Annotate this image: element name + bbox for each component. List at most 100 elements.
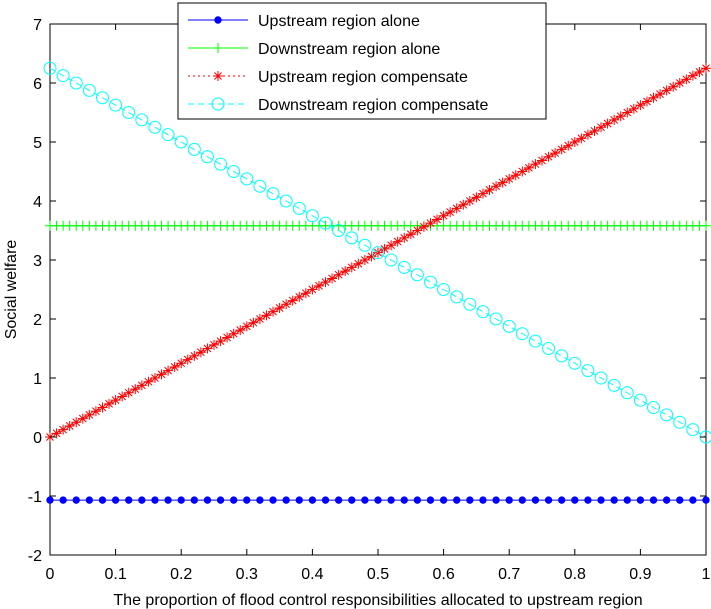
series-point: [320, 277, 331, 288]
series-point: [451, 203, 462, 214]
series-point: [563, 140, 574, 151]
legend-marker: [213, 71, 223, 81]
series-point: [366, 251, 377, 262]
series-point: [256, 496, 264, 504]
series-point: [453, 496, 461, 504]
y-tick-label: 5: [33, 135, 42, 152]
series-point: [130, 384, 141, 395]
x-tick-label: 1: [702, 566, 711, 583]
series-point: [374, 496, 382, 504]
series-point: [438, 210, 449, 221]
series-point: [386, 240, 397, 251]
series-point: [387, 496, 395, 504]
series-point: [279, 194, 293, 208]
series-point: [701, 63, 711, 74]
series-point: [569, 137, 580, 147]
series-point: [334, 496, 343, 504]
series-point: [432, 214, 443, 225]
series-point: [177, 496, 185, 504]
x-tick-label: 0.6: [432, 566, 454, 583]
series-point: [227, 165, 241, 178]
series-point: [174, 135, 188, 149]
series-point: [274, 302, 285, 313]
series-layer: [43, 61, 711, 504]
legend-label: Upstream region alone: [258, 13, 420, 30]
legend-box: [177, 2, 547, 120]
series-point: [95, 91, 109, 105]
series-point: [104, 398, 115, 409]
series-point: [479, 496, 487, 504]
series-point: [489, 312, 503, 326]
series-0: [46, 496, 710, 504]
series-point: [176, 358, 187, 369]
series-point: [164, 496, 172, 504]
series-point: [673, 415, 687, 429]
series-point: [633, 393, 647, 407]
series-point: [56, 69, 70, 83]
series-point: [405, 229, 416, 240]
series-3: [43, 61, 711, 444]
y-tick-label: -1: [28, 489, 42, 506]
series-point: [550, 148, 561, 159]
series-point: [143, 376, 154, 387]
series-point: [253, 179, 267, 193]
series-point: [327, 273, 338, 284]
series-point: [466, 496, 474, 504]
series-point: [202, 343, 213, 354]
series-point: [660, 408, 674, 422]
series-point: [384, 253, 398, 267]
series-point: [51, 428, 62, 439]
legend: Upstream region alone Downstream region a…: [177, 2, 547, 120]
legend-label: Upstream region compensate: [258, 69, 468, 86]
legend-marker: [211, 97, 225, 111]
series-point: [321, 496, 330, 504]
series-point: [458, 199, 469, 210]
series-point: [58, 424, 69, 435]
series-point: [492, 496, 500, 504]
series-point: [528, 334, 542, 348]
series-point: [169, 361, 180, 372]
series-point: [463, 297, 477, 311]
series-point: [189, 350, 200, 361]
y-axis-title: Social welfare: [3, 240, 20, 340]
series-point: [333, 269, 344, 280]
series-point: [687, 70, 698, 81]
ticks-layer: 0 0.1 0.2 0.3 0.4 0.5 0.6 0.7 0.8 0.9 1 -2 -1 0 1 2 3 4 5 6…: [28, 17, 711, 583]
series-point: [240, 172, 254, 186]
series-point: [523, 162, 534, 173]
series-point: [215, 336, 226, 347]
series-point: [602, 118, 613, 129]
series-point: [648, 92, 659, 103]
series-point: [229, 496, 238, 504]
series-point: [484, 184, 495, 195]
series-point: [151, 496, 159, 504]
series-point: [412, 225, 423, 236]
series-point: [203, 496, 212, 504]
series-point: [209, 339, 219, 350]
x-tick-label: 0.8: [564, 566, 586, 583]
legend-label: Downstream region compensate: [258, 97, 488, 114]
series-point: [46, 496, 54, 504]
series-point: [214, 157, 228, 171]
series-point: [471, 192, 482, 203]
series-point: [445, 207, 456, 218]
series-point: [346, 262, 357, 273]
series-point: [620, 386, 634, 400]
series-point: [623, 496, 631, 504]
series-point: [69, 76, 83, 90]
series-point: [439, 496, 448, 504]
series-point: [689, 496, 697, 504]
series-point: [307, 284, 318, 295]
x-tick-label: 0: [46, 566, 55, 583]
series-point: [359, 255, 370, 265]
series-point: [85, 496, 94, 504]
series-point: [662, 496, 671, 504]
x-axis-title: The proportion of flood control responsi…: [113, 592, 642, 609]
series-point: [505, 496, 513, 504]
series-point: [138, 496, 146, 504]
series-point: [694, 66, 705, 77]
series-point: [148, 120, 162, 134]
series-point: [702, 496, 710, 504]
series-point: [110, 395, 121, 406]
series-point: [423, 275, 437, 289]
